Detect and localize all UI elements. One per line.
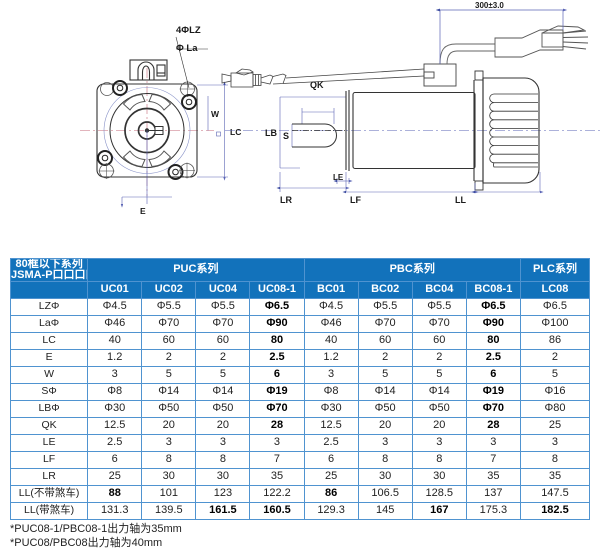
svg-text:LB: LB — [265, 128, 277, 138]
svg-text:QK: QK — [310, 80, 324, 90]
svg-text:LE: LE — [333, 173, 344, 182]
svg-text:W: W — [211, 109, 220, 119]
svg-text:E: E — [140, 206, 146, 216]
svg-text:LC: LC — [230, 127, 241, 137]
svg-text:300±3.0: 300±3.0 — [475, 1, 504, 10]
svg-text:S: S — [283, 131, 289, 141]
svg-text:LL: LL — [455, 195, 466, 205]
svg-text:LF: LF — [350, 195, 361, 205]
svg-text:4ΦLZ: 4ΦLZ — [176, 25, 201, 36]
svg-text:Φ La: Φ La — [176, 43, 198, 54]
svg-text:LR: LR — [280, 195, 292, 205]
